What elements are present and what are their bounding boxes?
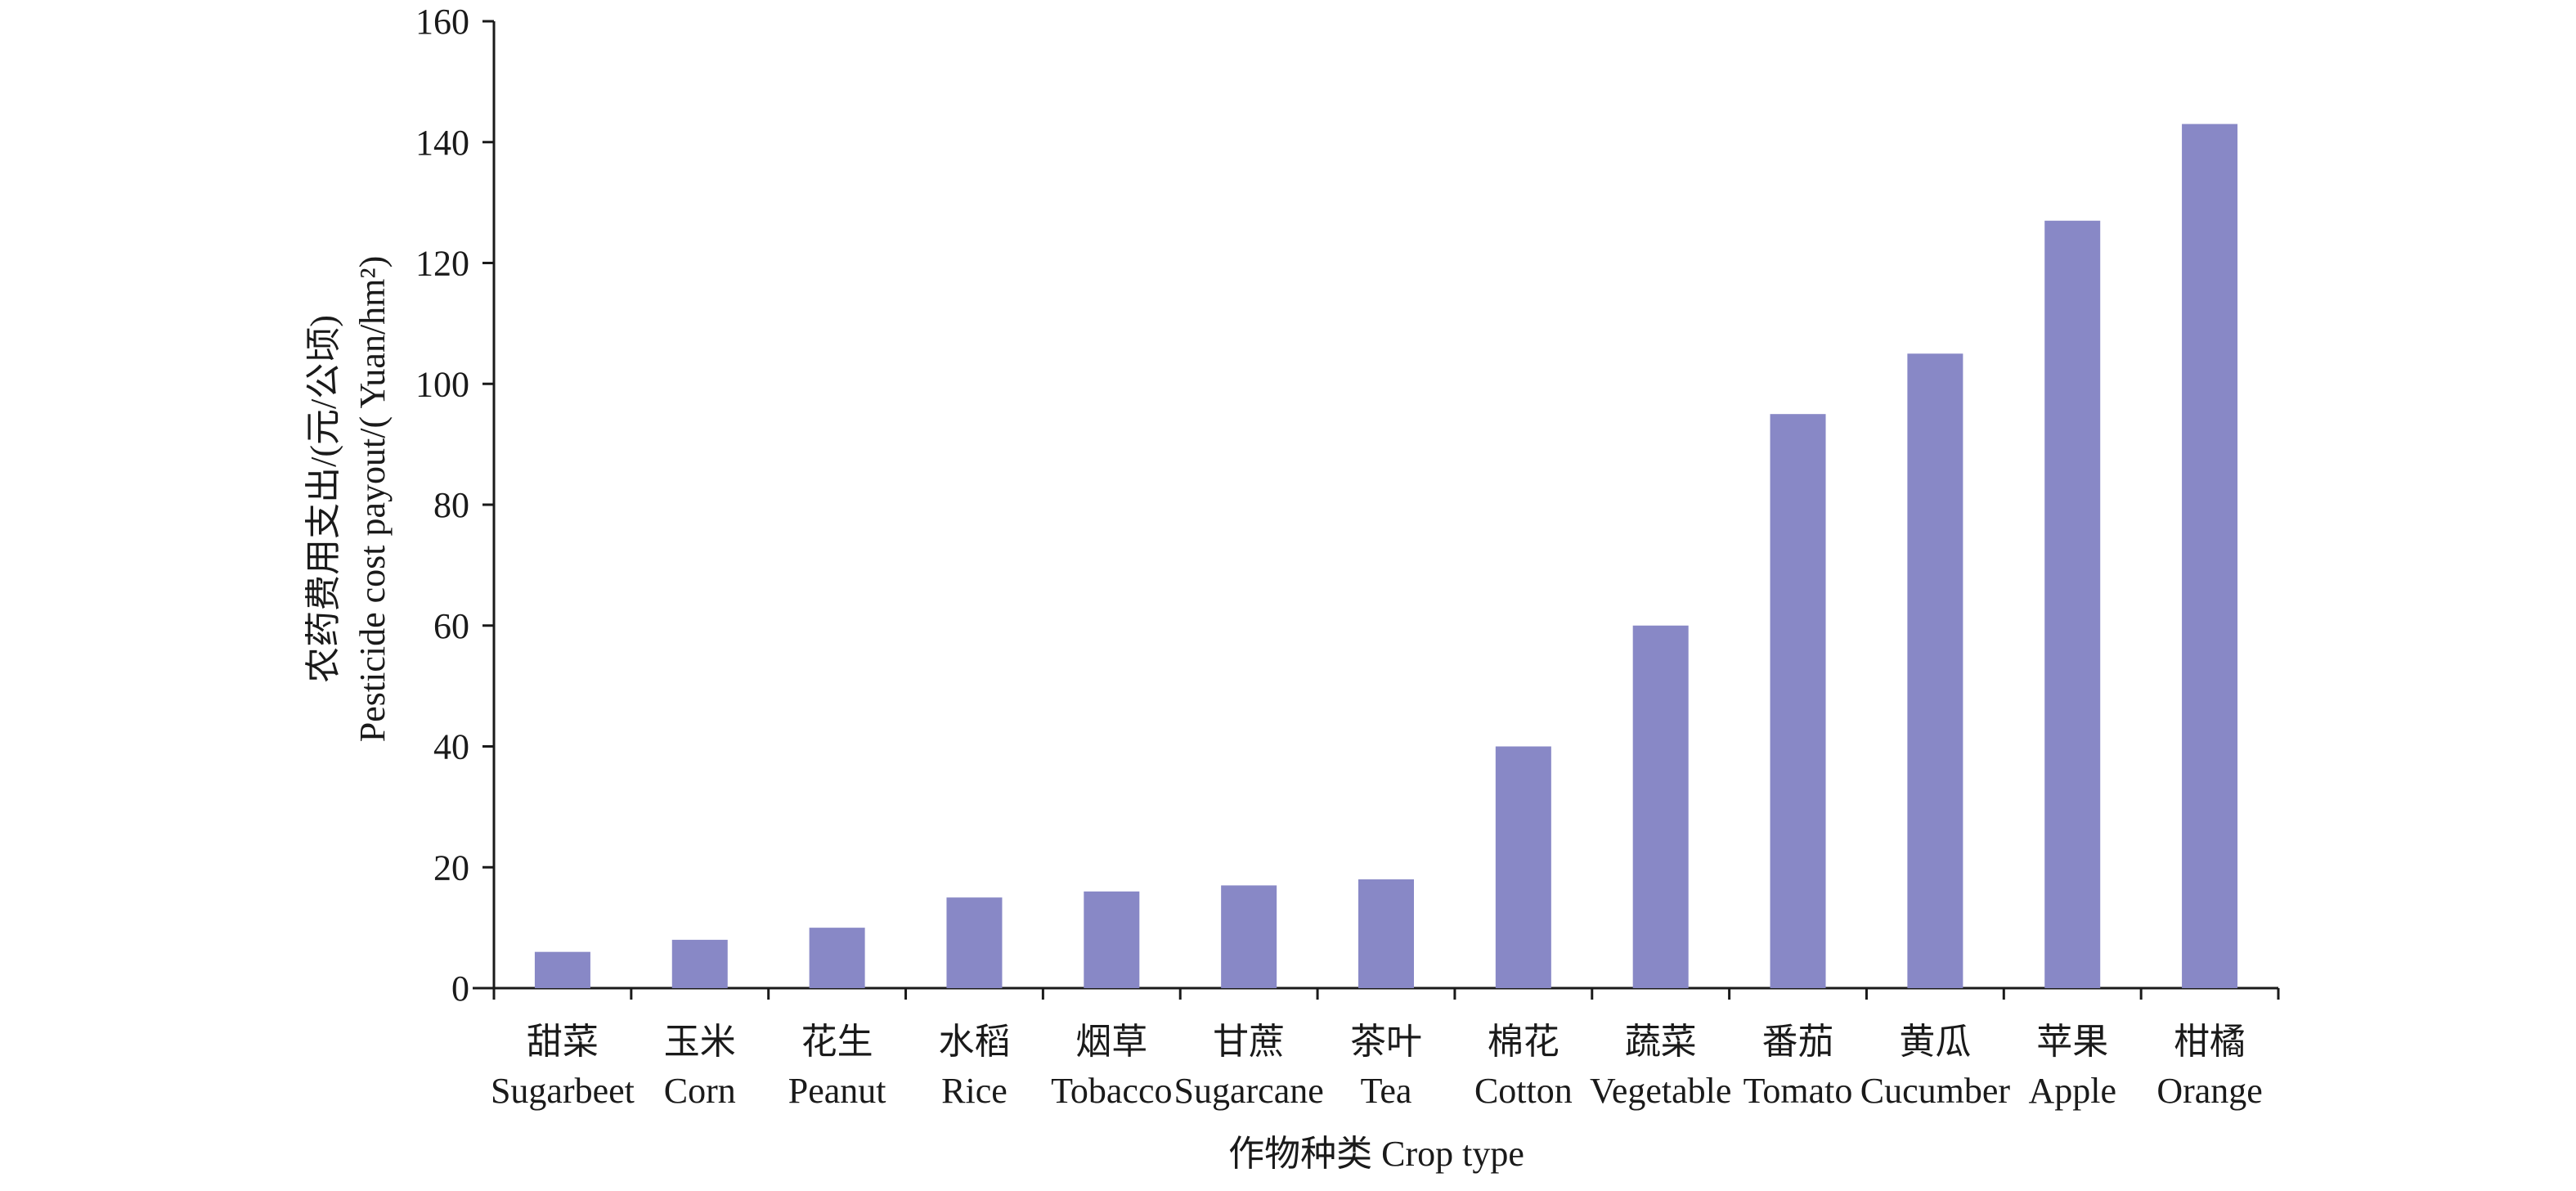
y-tick-label: 100 [415, 364, 469, 404]
category-label-chinese: 花生 [801, 1022, 873, 1062]
y-axis-title-english: Pesticide cost payout/( Yuan/hm²) [352, 256, 393, 742]
bar-cotton [1495, 746, 1551, 988]
category-label: Rice [941, 1071, 1008, 1111]
category-label: Tomato [1744, 1071, 1853, 1111]
bar-tobacco [1084, 891, 1140, 988]
category-label-chinese: 甘蔗 [1213, 1022, 1285, 1062]
category-label-chinese: 黄瓜 [1899, 1022, 1971, 1062]
bar-cucumber [1907, 353, 1963, 988]
y-tick-label: 20 [433, 847, 469, 888]
category-label: Tobacco [1051, 1071, 1172, 1111]
plot-area: 0 20 40 60 80 100 120 140 160 甜菜 Sugarbeet 玉米 Corn 花生… [415, 2, 2280, 1111]
x-axis-title: 作物种类 Crop type [1228, 1134, 1524, 1174]
y-tick-label: 160 [415, 2, 469, 42]
bar-vegetable [1632, 625, 1689, 988]
category-label-chinese: 烟草 [1075, 1022, 1147, 1062]
category-label-chinese: 柑橘 [2174, 1022, 2246, 1062]
category-label-chinese: 茶叶 [1350, 1022, 1422, 1062]
bar-peanut [809, 928, 865, 988]
y-tick-label: 80 [433, 485, 469, 525]
category-label-chinese: 番茄 [1762, 1022, 1834, 1062]
category-label: Apple [2028, 1071, 2116, 1111]
category-label-chinese: 玉米 [664, 1022, 736, 1062]
bar-rice [946, 897, 1003, 988]
category-label-chinese: 甜菜 [527, 1022, 599, 1062]
bar-tomato [1770, 414, 1826, 988]
bar-sugarbeet [534, 951, 590, 988]
y-tick-label: 0 [451, 969, 469, 1009]
bar-orange [2182, 124, 2238, 988]
category-label: Sugarcane [1174, 1071, 1324, 1111]
category-label: Tea [1361, 1071, 1412, 1111]
bar-apple [2044, 220, 2101, 989]
y-axis-title-chinese: 农药费用支出/(元/公顷) [303, 315, 343, 683]
category-label: Cotton [1474, 1071, 1573, 1111]
category-label: Vegetable [1590, 1071, 1731, 1111]
y-tick-label: 40 [433, 727, 469, 767]
category-label-chinese: 水稻 [938, 1022, 1010, 1062]
category-label: Sugarbeet [491, 1071, 635, 1111]
category-label: Orange [2156, 1071, 2263, 1111]
y-axis-title-group: 农药费用支出/(元/公顷) Pesticide cost payout/( Yu… [303, 256, 393, 742]
category-label-chinese: 苹果 [2036, 1022, 2108, 1062]
bar-tea [1358, 879, 1414, 988]
y-tick-label: 120 [415, 244, 469, 284]
category-label: Peanut [788, 1071, 886, 1111]
bar-corn [671, 939, 728, 988]
category-label: Cucumber [1860, 1071, 2011, 1111]
y-tick-label: 60 [433, 606, 469, 646]
category-label: Corn [664, 1071, 736, 1111]
bar-sugarcane [1221, 885, 1277, 988]
y-tick-label: 140 [415, 123, 469, 163]
category-label-chinese: 蔬菜 [1625, 1022, 1697, 1062]
category-label-chinese: 棉花 [1488, 1022, 1560, 1062]
